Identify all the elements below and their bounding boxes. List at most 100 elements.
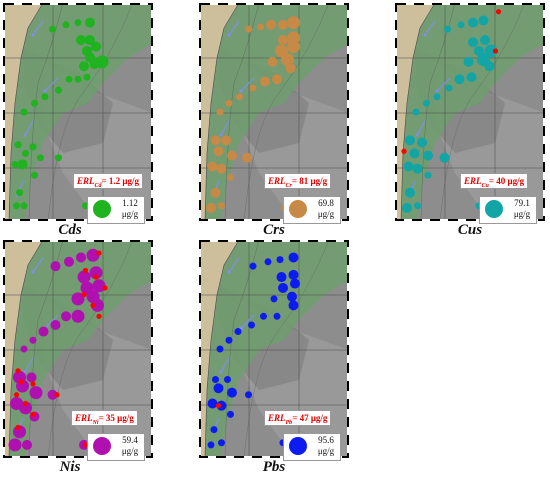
station-point <box>91 298 104 312</box>
station-point <box>245 391 252 399</box>
current-arrow <box>32 257 44 273</box>
station-point <box>55 154 62 162</box>
legend-unit: μg/g <box>317 446 335 456</box>
station-point <box>227 387 237 398</box>
station-point <box>37 154 44 162</box>
station-point <box>71 309 85 323</box>
legend-value: 1.12 <box>122 198 138 208</box>
station-point <box>457 21 465 29</box>
station-point <box>278 282 288 293</box>
erl-box: ERLCd= 1.2 μg/g <box>73 173 144 189</box>
current-arrow-head <box>415 133 419 137</box>
erl-exceed-marker <box>82 442 89 448</box>
station-point <box>89 266 103 280</box>
station-point <box>86 248 100 262</box>
station-point <box>17 159 28 170</box>
isobath-line <box>47 240 134 458</box>
coastal-shelf-area <box>199 240 349 458</box>
station-point <box>287 40 300 54</box>
station-point <box>50 261 61 272</box>
erl-exceed-marker <box>15 424 21 431</box>
erl-exceed-marker <box>93 274 99 280</box>
current-arrow <box>416 120 426 136</box>
coastline <box>204 3 240 221</box>
erl-exceed-marker <box>96 250 102 256</box>
legend-value: 69.8 <box>318 198 334 208</box>
current-arrow <box>240 77 255 92</box>
coastal-shelf-area <box>199 3 349 221</box>
station-point <box>288 269 299 280</box>
station-point <box>13 202 20 210</box>
station-point <box>468 17 478 28</box>
station-point <box>405 135 415 146</box>
coastline <box>204 240 240 458</box>
frame-dashes <box>3 240 153 458</box>
erl-exceed-marker <box>54 392 60 398</box>
size-legend: 59.4 μg/g <box>87 433 145 461</box>
station-point <box>31 171 38 179</box>
station-point <box>26 372 37 383</box>
current-arrow-head <box>43 89 47 93</box>
station-point <box>463 56 474 67</box>
erl-exceed-marker <box>81 291 87 298</box>
station-point <box>76 252 86 263</box>
station-point <box>210 135 221 146</box>
station-point <box>484 61 495 72</box>
station-point <box>20 202 28 210</box>
land-area <box>199 240 239 458</box>
station-point <box>474 45 484 56</box>
frame-dashes <box>395 3 545 221</box>
isobath-line <box>243 240 330 458</box>
legend-dot <box>289 437 307 455</box>
station-point <box>216 163 227 174</box>
station-point <box>409 148 420 159</box>
station-point <box>71 292 85 306</box>
station-point <box>423 99 430 107</box>
erl-exceed-marker <box>495 9 502 15</box>
current-arrow <box>24 357 34 373</box>
size-legend: 95.6 μg/g <box>283 433 341 461</box>
legend-dot <box>485 200 503 218</box>
station-point <box>290 278 300 289</box>
station-point <box>206 202 216 213</box>
current-arrow <box>228 257 240 273</box>
station-point <box>248 321 255 329</box>
current-arrow-head <box>219 370 223 374</box>
station-point <box>207 398 218 409</box>
station-point <box>22 149 29 157</box>
station-point <box>478 15 489 26</box>
panel-cr: ERLCr= 81 μg/g 69.8 μg/g <box>199 3 349 224</box>
station-point <box>414 202 421 210</box>
station-point <box>85 17 95 28</box>
station-point <box>77 270 91 284</box>
station-point <box>64 256 74 267</box>
station-point <box>218 202 225 210</box>
station-point <box>242 152 252 163</box>
current-arrow <box>436 77 451 92</box>
frame-dashes <box>199 240 349 458</box>
station-point <box>249 84 257 92</box>
station-point <box>260 76 270 87</box>
current-arrow <box>44 77 59 92</box>
station-point <box>38 326 49 337</box>
size-legend: 69.8 μg/g <box>283 196 341 224</box>
erl-box: ERLCr= 81 μg/g <box>264 173 332 189</box>
station-point <box>484 44 498 58</box>
station-point <box>50 320 61 331</box>
current-arrow-head <box>239 89 243 93</box>
station-point <box>92 279 106 293</box>
coastal-shelf-area <box>3 240 153 458</box>
station-point <box>468 37 478 48</box>
legend-value: 59.4 <box>122 435 138 445</box>
station-point <box>433 93 441 101</box>
legend-dot <box>93 437 111 455</box>
erl-exceed-marker <box>13 392 20 398</box>
station-point <box>74 19 82 27</box>
land-area <box>199 3 239 221</box>
panel-label-cd: Cds <box>58 222 82 238</box>
station-point <box>47 389 58 400</box>
station-point <box>31 99 38 107</box>
station-point <box>29 336 37 344</box>
erl-exceed-marker <box>22 400 29 407</box>
current-arrow <box>220 357 230 373</box>
